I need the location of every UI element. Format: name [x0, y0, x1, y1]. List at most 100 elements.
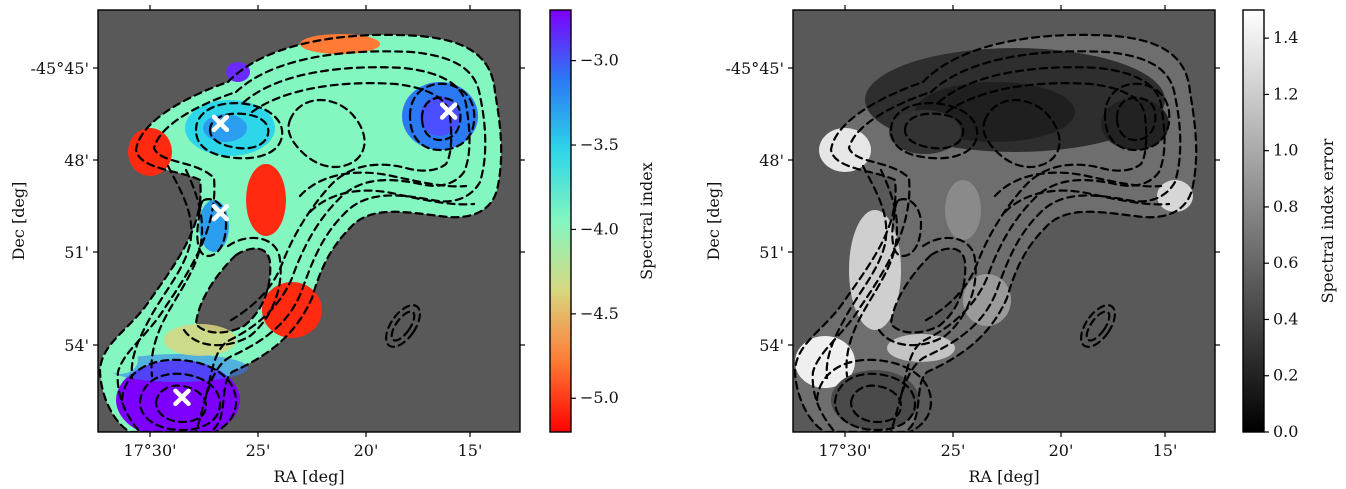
left-markers — [173, 102, 458, 407]
left-contour-s-2 — [138, 372, 222, 432]
right-beam — [1079, 304, 1117, 348]
left-x-axis-label: RA [deg] — [273, 467, 344, 486]
right-beam-outer — [1079, 304, 1117, 348]
left-contour-3 — [204, 66, 471, 398]
right-colorbar-tick-label-3: 0.8 — [1273, 197, 1298, 216]
right-colorbar-tick-label-0: 1.4 — [1273, 28, 1298, 47]
cross-marker-2-b — [439, 102, 458, 120]
right-colorbar-gradient — [1243, 10, 1264, 432]
left-ytick-label-2: 51' — [64, 243, 89, 262]
right-ytick-label-1: 48' — [759, 151, 784, 170]
right-colorbar: 1.4 1.2 1.0 0.8 0.6 0.4 0.2 0.0 Spectral index … — [1242, 9, 1337, 441]
cross-marker-2 — [439, 102, 458, 120]
cross-marker-3 — [173, 388, 191, 407]
left-region-northeast-core — [420, 96, 460, 136]
left-contour-ne-2 — [420, 96, 462, 142]
left-plot-frame — [97, 9, 521, 433]
right-contour-upper-ridge-2 — [1003, 189, 1171, 214]
right-colorbar-ticks: 1.4 1.2 1.0 0.8 0.6 0.4 0.2 0.0 — [1264, 28, 1298, 441]
left-contours — [98, 33, 503, 432]
left-contour-2 — [116, 50, 487, 432]
right-contour-outer — [793, 33, 1198, 432]
right-contour-s-3 — [849, 384, 903, 424]
left-contour-upper-ridge-2 — [308, 189, 476, 214]
left-contour-s-3 — [154, 384, 208, 424]
right-y-axis-label: Dec [deg] — [704, 182, 723, 261]
left-beam — [384, 304, 422, 348]
right-beam-inner — [1085, 310, 1111, 342]
left-colorbar-frame — [549, 9, 572, 433]
left-colorbar-label: Spectral index — [637, 162, 656, 280]
left-colorbar-tick-label-2: −4.0 — [580, 219, 619, 238]
left-contour-upper-ridge — [298, 171, 468, 198]
right-region-nw-core — [889, 110, 961, 154]
right-panel: 17°30' 25' 20' 15' -45°45' 48' 51' 54' R… — [704, 5, 1220, 486]
right-contour-4 — [921, 82, 1148, 324]
right-contour-ne-1 — [1103, 82, 1171, 152]
cross-marker-1 — [211, 203, 230, 222]
left-contour-west-arm-2 — [150, 168, 204, 378]
right-ytick-label-2: 51' — [759, 243, 784, 262]
left-contour-nw-1 — [194, 102, 284, 160]
right-colorbar-tick-label-1: 1.2 — [1273, 84, 1298, 103]
right-xtick-label-0: 17°30' — [818, 441, 871, 460]
left-ytick-label-3: 54' — [64, 336, 89, 355]
left-xtick-label-3: 15' — [458, 441, 483, 460]
left-contour-hole — [194, 247, 272, 334]
left-colorbar-gradient — [550, 10, 571, 432]
right-colorbar-tick-label-2: 1.0 — [1273, 141, 1298, 160]
right-contour-hole — [889, 247, 967, 334]
right-region-arm-lower — [887, 334, 955, 362]
right-contour-nw-2 — [903, 112, 965, 150]
left-contour-nw-2 — [208, 112, 270, 150]
right-xtick-label-2: 20' — [1049, 441, 1074, 460]
left-xtick-label-1: 25' — [246, 441, 271, 460]
left-contour-west-arm — [130, 164, 193, 380]
right-contour-s-1 — [815, 358, 933, 432]
right-colorbar-tick-label-5: 0.4 — [1273, 309, 1298, 328]
cross-marker-0 — [211, 114, 230, 133]
left-xtick-label-2: 20' — [354, 441, 379, 460]
right-region-sw-lobe — [795, 336, 855, 388]
right-contour-west-arm-2 — [845, 168, 899, 378]
left-region-arm-mid — [164, 324, 236, 356]
left-colorbar-ticks: −3.0 −3.5 −4.0 −4.5 −5.0 — [571, 51, 619, 407]
right-region-west-rim — [819, 128, 871, 172]
left-colorbar-tick-label-4: −5.0 — [580, 388, 619, 407]
left-axis-ticks — [93, 5, 525, 437]
left-contour-4 — [226, 82, 453, 324]
right-contour-west-arm — [825, 164, 888, 380]
right-colorbar-frame — [1242, 9, 1265, 433]
left-y-axis-label: Dec [deg] — [9, 182, 28, 261]
left-colorbar-tick-label-0: −3.0 — [580, 51, 619, 70]
right-region-ridge — [945, 180, 981, 240]
right-contour-s-2 — [833, 372, 917, 432]
left-beam-outer — [384, 304, 422, 348]
left-contour-outer — [98, 33, 503, 432]
right-contour-ne-2 — [1115, 96, 1157, 142]
right-colorbar-tick-label-7: 0.0 — [1273, 422, 1298, 441]
right-contour-upper-ridge — [993, 171, 1163, 198]
right-xtick-label-3: 15' — [1153, 441, 1178, 460]
right-colorbar-tick-label-6: 0.2 — [1273, 366, 1298, 385]
right-contour-2 — [811, 50, 1182, 432]
right-contour-nw-1 — [889, 102, 979, 160]
left-panel: 17°30' 25' 20' 15' -45°45' 48' 51' 54' R… — [9, 5, 525, 486]
left-xtick-label-0: 17°30' — [123, 441, 176, 460]
left-region-ridge-steep — [246, 164, 286, 236]
left-colorbar-tick-label-3: −4.5 — [580, 304, 619, 323]
left-beam-inner — [390, 310, 416, 342]
left-contour-ne-1 — [408, 82, 476, 152]
right-ytick-label-0: -45°45' — [725, 59, 784, 78]
right-axis-ticks — [788, 5, 1220, 437]
cross-marker-3-b — [173, 388, 191, 407]
left-contour-center — [287, 99, 366, 168]
left-region-north-rim — [300, 34, 380, 54]
right-contour-center — [982, 99, 1061, 168]
cross-marker-1-b — [211, 203, 230, 222]
right-colorbar-tick-label-4: 0.6 — [1273, 253, 1298, 272]
cross-marker-0-b — [211, 114, 230, 133]
left-colorbar: −3.0 −3.5 −4.0 −4.5 −5.0 Spectral index — [549, 9, 656, 433]
right-ytick-label-3: 54' — [759, 336, 784, 355]
